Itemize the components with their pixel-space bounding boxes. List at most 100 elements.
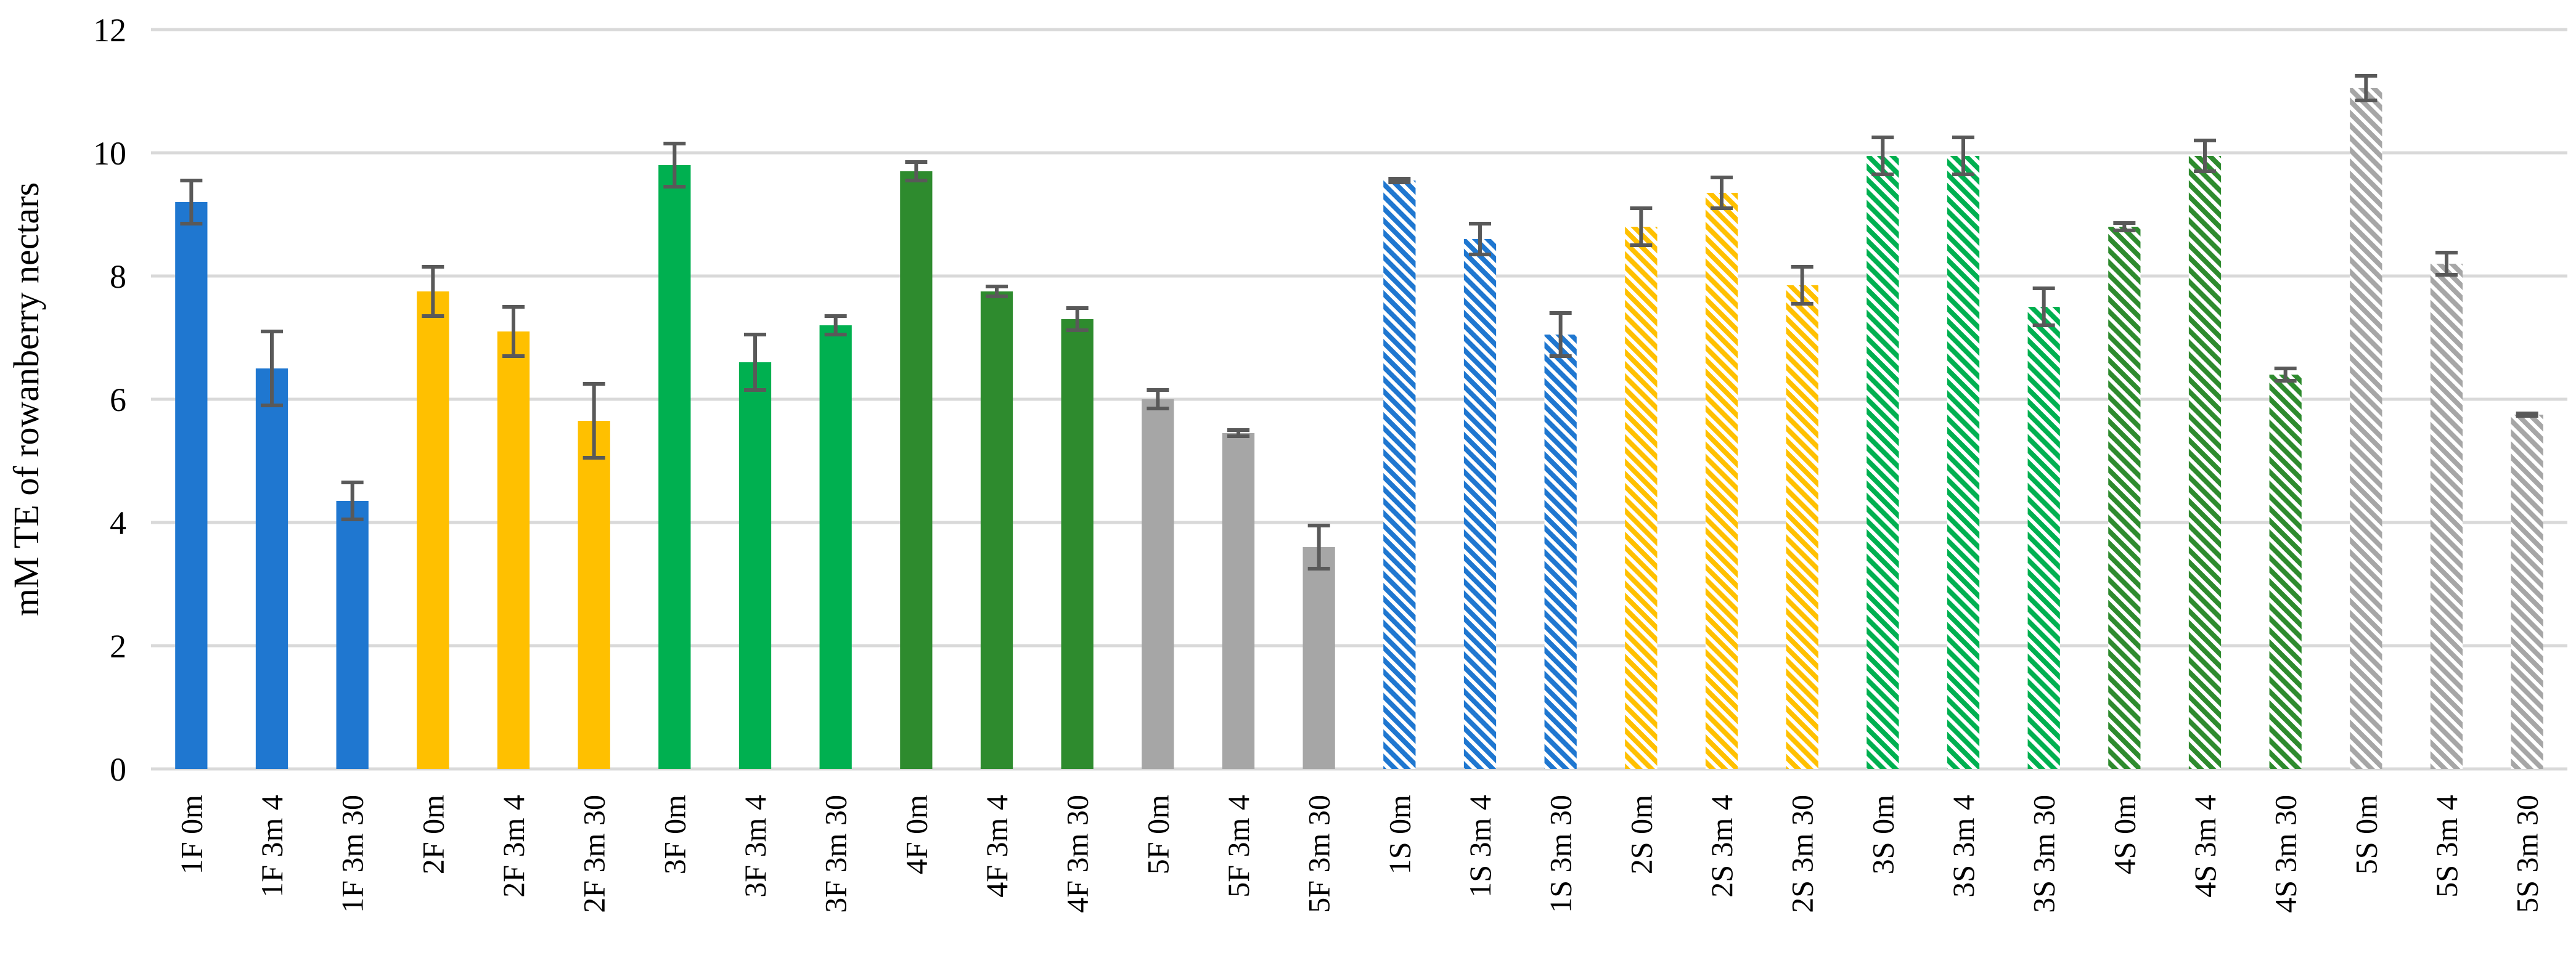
x-tick-label: 4F 3m 30 bbox=[1060, 795, 1095, 913]
error-bar bbox=[986, 285, 1008, 298]
bar bbox=[2188, 156, 2222, 769]
error-bar bbox=[1630, 206, 1653, 247]
error-bar bbox=[1871, 136, 1894, 176]
error-bar bbox=[1307, 524, 1330, 571]
y-tick-label: 2 bbox=[110, 628, 126, 665]
bar bbox=[1867, 156, 1899, 769]
error-bar bbox=[1227, 428, 1249, 438]
x-tick-label: 3S 0m bbox=[1865, 795, 1900, 874]
bar bbox=[1786, 285, 1818, 769]
bar bbox=[336, 501, 369, 769]
x-tick-label: 4F 3m 4 bbox=[979, 795, 1014, 898]
x-tick-label: 1F 3m 4 bbox=[255, 795, 289, 898]
error-bar bbox=[1711, 176, 1733, 210]
x-tick-label: 4F 0m bbox=[899, 795, 933, 874]
bar bbox=[2350, 88, 2382, 769]
bar bbox=[175, 202, 208, 769]
error-bar bbox=[1549, 311, 1572, 358]
error-bar bbox=[180, 179, 203, 225]
bars bbox=[175, 88, 2543, 769]
x-tick-label: 1F 3m 30 bbox=[335, 795, 370, 913]
x-tick-label: 4S 0m bbox=[2107, 795, 2141, 874]
bar bbox=[1705, 193, 1738, 769]
x-tick-label: 2S 3m 4 bbox=[1704, 795, 1739, 898]
bar bbox=[417, 291, 449, 769]
y-tick-label: 0 bbox=[110, 751, 126, 788]
error-bar bbox=[2355, 74, 2378, 102]
bar bbox=[1383, 181, 1416, 769]
error-bar bbox=[261, 330, 283, 407]
bar bbox=[497, 331, 530, 769]
error-bar bbox=[583, 382, 605, 460]
bar bbox=[2430, 264, 2463, 769]
x-tick-label: 1S 3m 4 bbox=[1463, 795, 1497, 898]
x-tick-label: 3S 3m 4 bbox=[1946, 795, 1981, 898]
error-bar bbox=[905, 160, 928, 182]
bar bbox=[1061, 319, 1094, 769]
bar bbox=[1625, 227, 1658, 769]
bar bbox=[578, 421, 610, 769]
error-bar bbox=[2435, 251, 2458, 277]
error-bar bbox=[422, 265, 444, 318]
error-bar bbox=[1469, 222, 1491, 256]
bar bbox=[1142, 399, 1174, 769]
error-bar bbox=[502, 305, 525, 358]
bar bbox=[1302, 547, 1335, 769]
x-tick-label: 3S 3m 30 bbox=[2027, 795, 2061, 913]
x-tick-label: 2F 0m bbox=[415, 795, 450, 874]
x-tick-label: 5F 3m 30 bbox=[1302, 795, 1336, 913]
bar bbox=[1947, 156, 1980, 769]
bar bbox=[1463, 239, 1497, 769]
bar bbox=[1544, 335, 1577, 769]
error-bar bbox=[824, 314, 847, 336]
x-tick-label: 4S 3m 30 bbox=[2268, 795, 2303, 913]
bar bbox=[255, 368, 288, 769]
error-bar bbox=[1066, 306, 1089, 332]
x-tick-label: 5F 3m 4 bbox=[1221, 795, 1256, 898]
bar bbox=[2027, 307, 2060, 769]
x-tick-label: 1S 0m bbox=[1382, 795, 1417, 874]
x-tick-label: 2S 3m 30 bbox=[1785, 795, 1820, 913]
bar bbox=[2511, 415, 2543, 769]
x-tick-label: 5S 0m bbox=[2349, 795, 2383, 874]
y-tick-label: 8 bbox=[110, 258, 126, 295]
bar bbox=[1222, 433, 1255, 769]
x-tick-label: 4S 3m 4 bbox=[2188, 795, 2222, 898]
error-bar bbox=[1388, 177, 1411, 184]
bar bbox=[2108, 227, 2141, 769]
x-tick-label: 2S 0m bbox=[1624, 795, 1658, 874]
y-tick-label: 10 bbox=[93, 135, 126, 172]
x-tick-label: 5S 3m 4 bbox=[2429, 795, 2464, 898]
gridlines bbox=[151, 28, 2567, 771]
bar bbox=[819, 325, 852, 769]
x-tick-label: 2F 3m 4 bbox=[496, 795, 531, 898]
x-tick-label: 2F 3m 30 bbox=[577, 795, 611, 913]
error-bar bbox=[341, 481, 364, 521]
y-axis-ticks: 0 2 4 6 8 10 12 bbox=[93, 12, 126, 788]
y-tick-label: 6 bbox=[110, 381, 126, 418]
x-tick-label: 1F 0m bbox=[174, 795, 208, 874]
bar bbox=[900, 171, 933, 769]
x-tick-label: 1S 3m 30 bbox=[1544, 795, 1578, 913]
x-tick-label: 5F 0m bbox=[1140, 795, 1175, 874]
x-tick-label: 3F 0m bbox=[657, 795, 692, 874]
x-axis-ticks: 1F 0m 1F 3m 4 1F 3m 30 2F 0m 2F 3m 4 2F 3m 30… bbox=[174, 795, 2544, 913]
y-axis-title: mM TE of rowanberry nectars bbox=[6, 182, 46, 616]
x-tick-label: 3F 3m 30 bbox=[819, 795, 853, 913]
bar bbox=[2269, 375, 2302, 769]
error-bars bbox=[180, 74, 2538, 571]
error-bar bbox=[2516, 412, 2538, 418]
error-bar bbox=[1952, 136, 1974, 176]
error-bar bbox=[2274, 367, 2297, 383]
x-tick-label: 3F 3m 4 bbox=[738, 795, 772, 898]
error-bar bbox=[2032, 286, 2055, 327]
error-bar bbox=[2113, 221, 2136, 232]
error-bar bbox=[663, 142, 686, 189]
y-tick-label: 12 bbox=[93, 12, 126, 49]
bar bbox=[658, 165, 691, 769]
bar bbox=[738, 362, 772, 769]
error-bar bbox=[2194, 139, 2216, 173]
error-bar bbox=[744, 333, 766, 392]
x-tick-label: 5S 3m 30 bbox=[2510, 795, 2545, 913]
